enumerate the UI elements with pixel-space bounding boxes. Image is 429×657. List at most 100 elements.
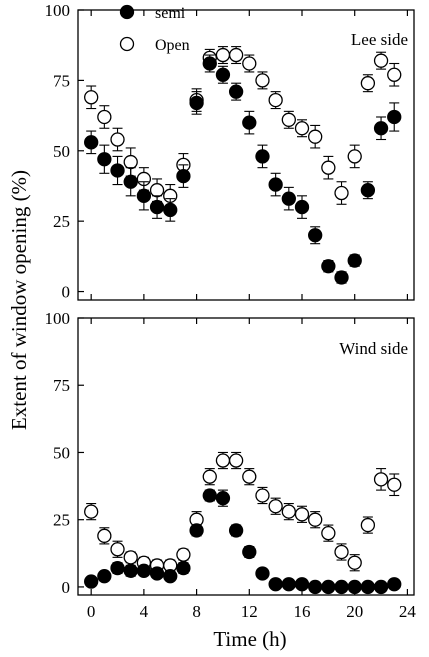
data-point xyxy=(360,579,376,595)
data-point xyxy=(268,499,283,514)
data-point xyxy=(373,579,389,595)
data-point xyxy=(215,67,231,82)
data-point xyxy=(255,566,270,581)
legend-semi-marker xyxy=(119,4,135,20)
data-point xyxy=(387,109,402,125)
y-tick-label: 25 xyxy=(53,212,70,231)
data-point xyxy=(294,577,310,592)
data-point xyxy=(387,577,402,592)
data-point xyxy=(228,84,244,99)
data-point xyxy=(97,528,112,543)
data-point xyxy=(255,488,270,503)
data-point xyxy=(149,199,165,215)
data-point xyxy=(347,555,362,570)
data-point xyxy=(268,92,283,108)
data-point xyxy=(308,579,323,595)
x-tick-label: 16 xyxy=(294,602,311,621)
data-point xyxy=(189,523,204,538)
data-point xyxy=(123,563,138,578)
legend-open-marker xyxy=(119,36,135,52)
data-point xyxy=(334,544,349,560)
data-point xyxy=(84,135,99,150)
plot-frame xyxy=(77,317,415,596)
data-point xyxy=(387,477,402,492)
panel-lee-side: 0 25 50 75 100 xyxy=(45,1,415,302)
data-point xyxy=(281,577,296,592)
data-point xyxy=(84,574,99,589)
data-point xyxy=(189,95,204,111)
x-axis-label: Time (h) xyxy=(213,627,286,651)
data-point xyxy=(281,504,296,519)
data-point xyxy=(215,491,231,506)
y-axis-label: Extent of window opening (%) xyxy=(7,170,31,430)
data-point xyxy=(334,579,349,595)
data-point xyxy=(360,517,376,533)
data-point xyxy=(228,47,244,63)
data-point xyxy=(308,512,323,527)
panel-wind-side: 0 25 50 75 100 0 4 8 12 16 20 24 xyxy=(45,309,417,621)
data-point xyxy=(215,453,231,468)
data-point xyxy=(163,202,178,218)
data-point xyxy=(347,579,362,595)
data-point xyxy=(176,547,191,562)
data-point xyxy=(123,550,138,565)
data-point xyxy=(149,183,165,198)
series-semi xyxy=(84,54,402,285)
x-tick-label: 4 xyxy=(140,602,149,621)
data-point xyxy=(176,560,191,576)
data-point xyxy=(228,453,244,468)
data-point xyxy=(387,67,402,82)
y-tick-label: 100 xyxy=(45,1,71,20)
data-point xyxy=(215,47,231,63)
data-point xyxy=(242,544,257,560)
y-tick-label: 50 xyxy=(53,142,70,161)
data-point xyxy=(242,56,257,71)
data-point xyxy=(176,168,191,184)
y-tick-label: 75 xyxy=(53,71,70,90)
y-tick-label: 0 xyxy=(62,578,71,597)
data-point xyxy=(308,228,323,243)
data-point xyxy=(255,73,270,88)
panel-annotation-wind-side: Wind side xyxy=(339,339,408,358)
data-point xyxy=(255,149,270,164)
data-point xyxy=(281,191,296,206)
x-tick-label: 24 xyxy=(399,602,417,621)
y-tick-label: 50 xyxy=(53,443,70,462)
data-point xyxy=(242,115,257,130)
data-point xyxy=(294,507,310,522)
data-point xyxy=(268,577,283,592)
series-open xyxy=(84,46,402,208)
data-point xyxy=(360,76,376,91)
data-point xyxy=(242,469,257,484)
x-tick-label: 12 xyxy=(241,602,258,621)
y-tick-label: 0 xyxy=(62,283,71,302)
data-point xyxy=(97,569,112,584)
data-point xyxy=(308,129,323,144)
data-point xyxy=(163,569,178,584)
data-point xyxy=(110,163,125,178)
legend: semi Open xyxy=(119,4,190,54)
x-tick-label: 8 xyxy=(192,602,201,621)
data-point xyxy=(347,253,362,268)
data-point xyxy=(294,199,310,215)
y-tick-label: 100 xyxy=(45,309,71,328)
y-tick-label: 75 xyxy=(53,376,70,395)
data-point xyxy=(334,270,349,285)
data-point xyxy=(228,523,244,538)
series-open xyxy=(84,451,402,573)
data-point xyxy=(268,177,283,192)
data-point xyxy=(321,525,336,541)
data-point xyxy=(136,563,152,578)
data-point xyxy=(136,188,152,203)
data-point xyxy=(97,109,112,125)
data-point xyxy=(373,121,389,136)
legend-open-label: Open xyxy=(155,37,190,54)
data-point xyxy=(84,90,99,105)
x-tick-label: 0 xyxy=(87,602,96,621)
data-point xyxy=(321,160,336,175)
data-point xyxy=(321,579,336,595)
plot-frame xyxy=(77,9,415,301)
data-point xyxy=(149,566,165,581)
data-point xyxy=(202,56,217,71)
